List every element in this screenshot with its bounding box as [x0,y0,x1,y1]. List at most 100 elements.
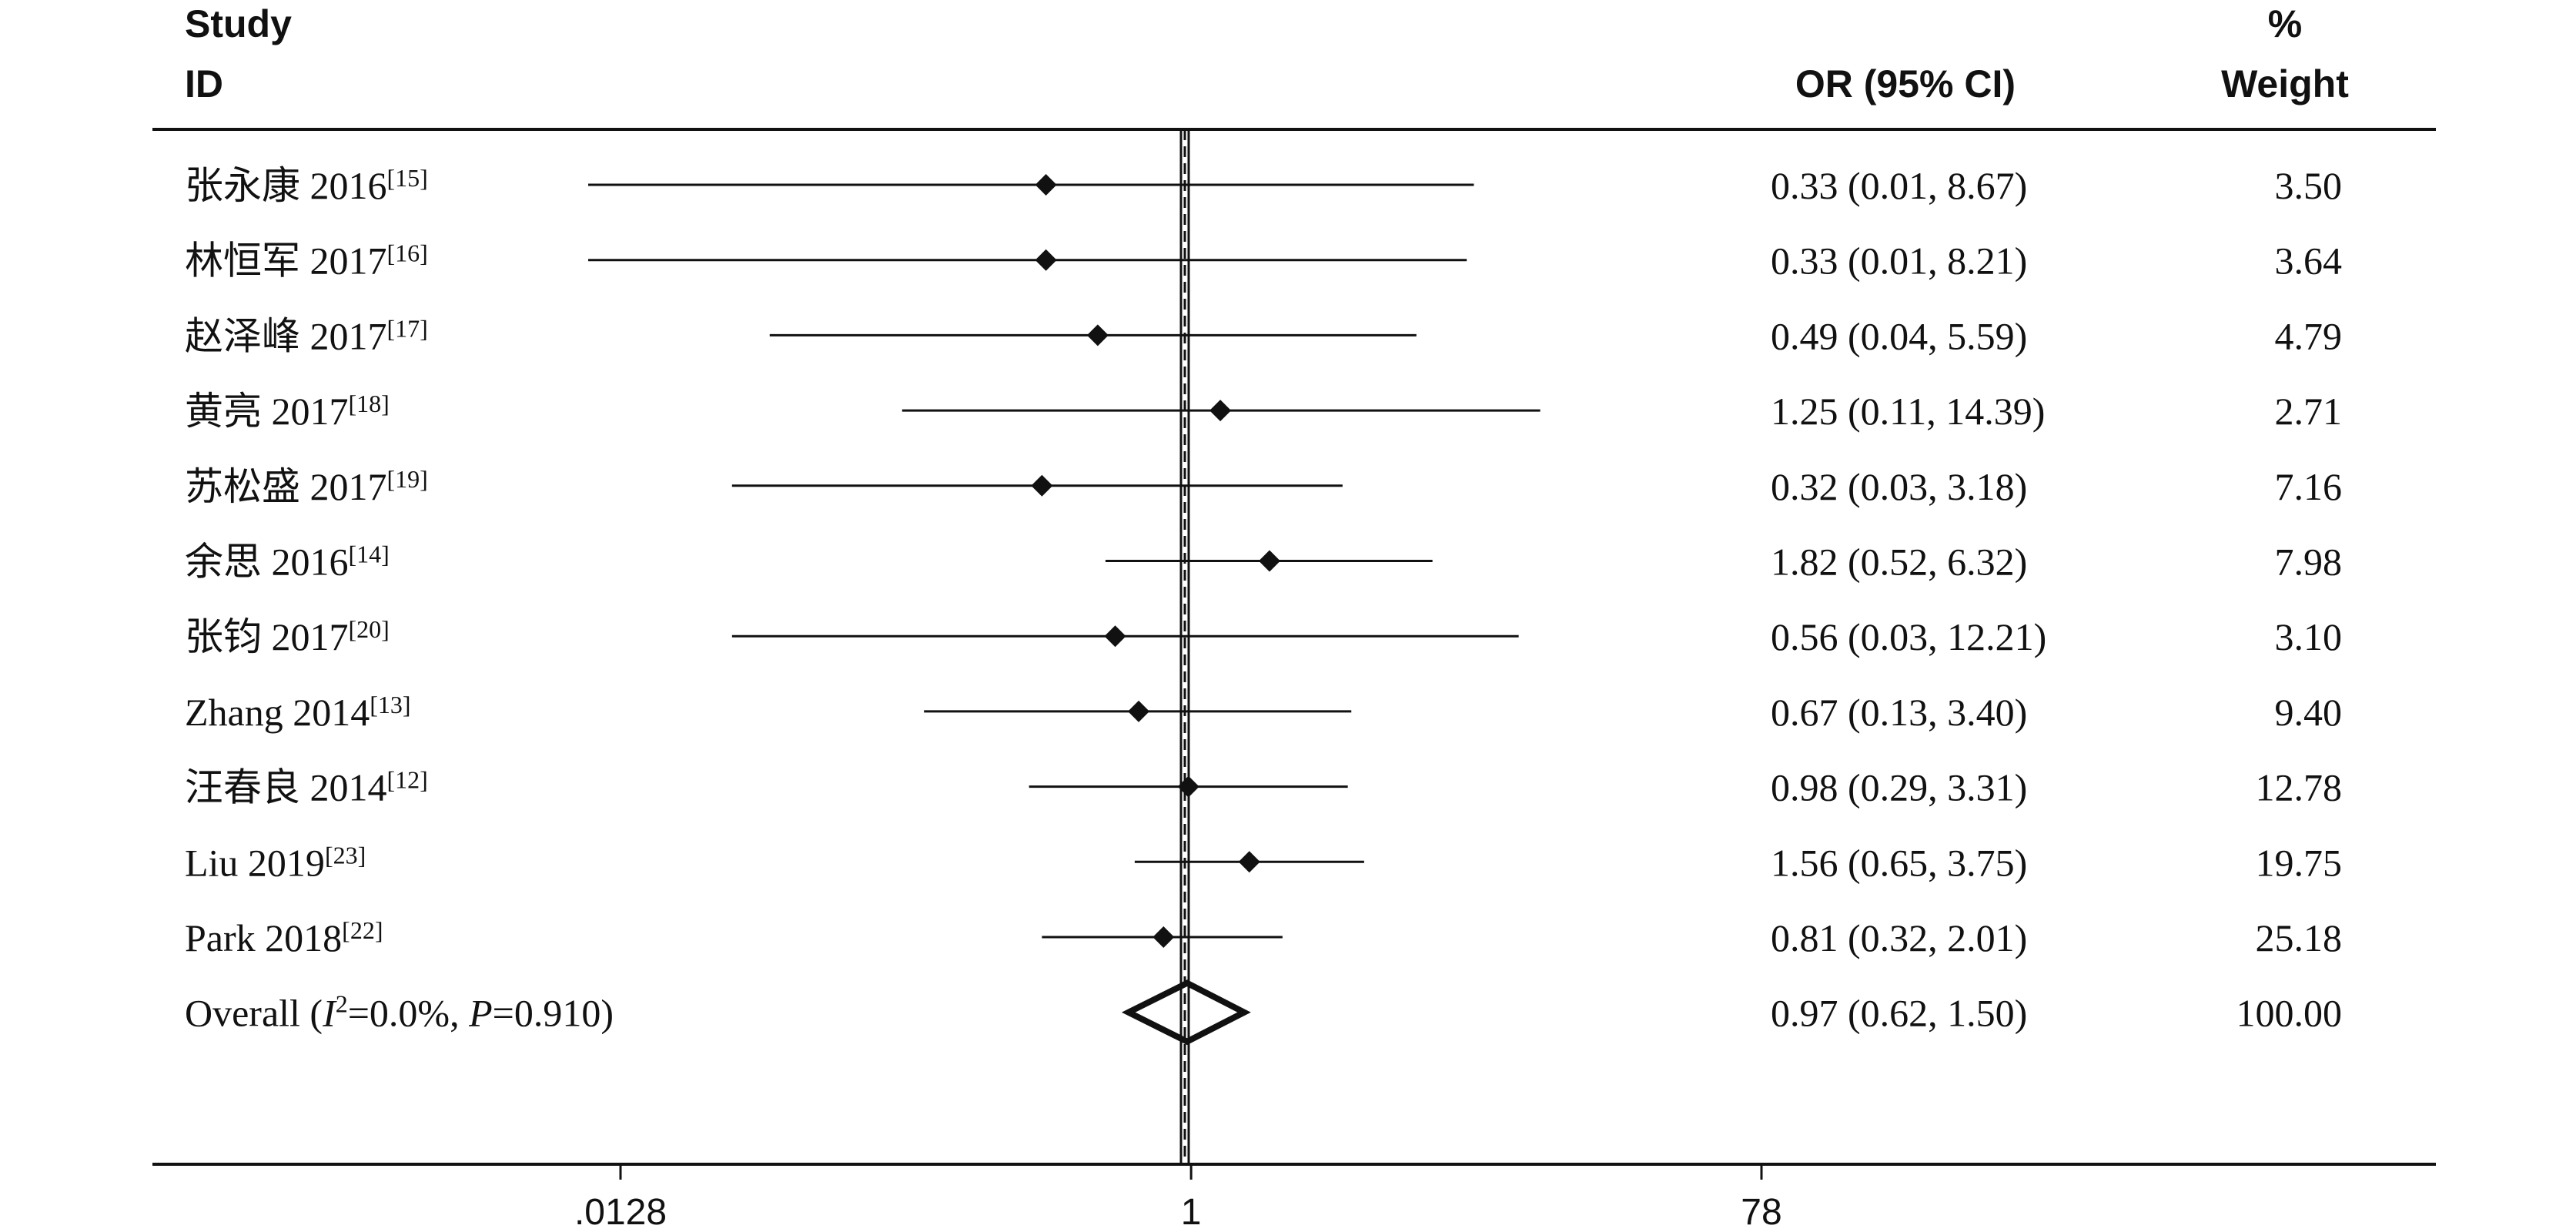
study-ref: [20] [349,615,390,643]
study-label: 张永康 2016[15] [185,164,428,207]
study-row: Park 2018[22] 0.81 (0.32, 2.01) 25.18 [185,916,2342,959]
study-ref: [23] [325,841,366,869]
study-point [1258,550,1280,572]
study-or-ci: 0.33 (0.01, 8.21) [1771,239,2027,283]
header: Study ID OR (95% CI) % Weight [185,2,2349,105]
overall-label-part: =0.910) [493,992,614,1035]
study-name: 张钧 2017 [185,615,349,658]
header-percent: % [2268,2,2302,45]
study-row: 张钧 2017[20] 0.56 (0.03, 12.21) 3.10 [185,615,2342,658]
study-name: 余思 2016 [185,541,349,584]
study-or-ci: 0.98 (0.29, 3.31) [1771,766,2027,809]
overall-label: Overall (I2=0.0%, P=0.910) [185,990,614,1035]
study-weight: 12.78 [2256,766,2343,809]
study-point [1153,926,1175,948]
study-or-ci: 0.67 (0.13, 3.40) [1771,691,2027,734]
study-or-ci: 0.33 (0.01, 8.67) [1771,164,2027,207]
overall-label-part: =0.0%, [348,992,469,1035]
study-or-ci: 1.82 (0.52, 6.32) [1771,541,2027,584]
study-or-ci: 0.32 (0.03, 3.18) [1771,465,2027,508]
study-point [1035,249,1057,271]
study-or-ci: 0.56 (0.03, 12.21) [1771,615,2046,658]
study-weight: 4.79 [2275,314,2343,357]
study-row: 苏松盛 2017[19] 0.32 (0.03, 3.18) 7.16 [185,465,2342,508]
study-weight: 7.98 [2275,541,2343,584]
study-row: 林恒军 2017[16] 0.33 (0.01, 8.21) 3.64 [185,239,2342,283]
overall-label-part: 2 [336,990,348,1018]
x-tick-label: .0128 [574,1192,667,1232]
study-point [1238,851,1260,873]
study-name: 赵泽峰 2017 [185,314,387,357]
study-row: 余思 2016[14] 1.82 (0.52, 6.32) 7.98 [185,541,2342,584]
study-row: 黄亮 2017[18] 1.25 (0.11, 14.39) 2.71 [185,390,2342,433]
study-row: 张永康 2016[15] 0.33 (0.01, 8.67) 3.50 [185,164,2342,207]
study-label: 汪春良 2014[12] [185,766,428,809]
study-name: Park 2018 [185,916,342,959]
overall-label-part: P [468,992,493,1035]
study-point [1031,474,1053,497]
study-weight: 3.10 [2275,615,2343,658]
overall-label-part: I [322,992,337,1035]
study-weight: 7.16 [2275,465,2343,508]
x-tick-label: 1 [1181,1192,1202,1232]
header-study: Study [185,2,292,45]
study-label: Park 2018[22] [185,916,383,959]
study-point [1209,400,1232,422]
header-or: OR (95% CI) [1795,62,2016,105]
study-or-ci: 0.49 (0.04, 5.59) [1771,314,2027,357]
study-weight: 19.75 [2256,841,2343,884]
study-label: 黄亮 2017[18] [185,390,390,433]
study-weight: 25.18 [2256,916,2343,959]
study-label: 张钧 2017[20] [185,615,390,658]
overall-weight: 100.00 [2236,992,2343,1035]
study-label: 赵泽峰 2017[17] [185,314,428,357]
study-ref: [13] [370,691,410,718]
study-weight: 3.64 [2275,239,2343,283]
study-ref: [19] [387,465,428,493]
study-rows: 张永康 2016[15] 0.33 (0.01, 8.67) 3.50 林恒军 201… [185,164,2342,959]
study-name: 黄亮 2017 [185,390,349,433]
study-label: Zhang 2014[13] [185,691,411,734]
study-weight: 9.40 [2275,691,2343,734]
study-label: Liu 2019[23] [185,841,366,884]
study-point [1086,324,1109,346]
study-label: 林恒军 2017[16] [185,239,428,283]
study-point [1035,174,1057,196]
overall-diamond [1121,979,1251,1046]
study-name: Zhang 2014 [185,691,370,734]
study-or-ci: 0.81 (0.32, 2.01) [1771,916,2027,959]
study-ref: [14] [349,541,390,568]
study-label: 余思 2016[14] [185,541,390,584]
study-ref: [18] [349,390,390,417]
overall-row: Overall (I2=0.0%, P=0.910) 0.97 (0.62, 1.… [185,979,2343,1046]
study-ref: [16] [387,239,428,267]
study-or-ci: 1.25 (0.11, 14.39) [1771,390,2045,433]
study-row: Liu 2019[23] 1.56 (0.65, 3.75) 19.75 [185,841,2342,884]
x-tick-label: 78 [1741,1192,1781,1232]
study-or-ci: 1.56 (0.65, 3.75) [1771,841,2027,884]
study-weight: 2.71 [2275,390,2343,433]
study-row: 赵泽峰 2017[17] 0.49 (0.04, 5.59) 4.79 [185,314,2342,357]
study-point [1128,700,1150,722]
overall-or-ci: 0.97 (0.62, 1.50) [1771,992,2027,1035]
study-ref: [17] [387,314,428,342]
study-name: 汪春良 2014 [185,766,387,809]
study-ref: [15] [387,164,428,192]
study-name: 张永康 2016 [185,164,387,207]
study-row: Zhang 2014[13] 0.67 (0.13, 3.40) 9.40 [185,691,2342,734]
study-name: 苏松盛 2017 [185,465,387,508]
study-label: 苏松盛 2017[19] [185,465,428,508]
study-point [1104,625,1126,648]
study-name: Liu 2019 [185,841,325,884]
study-ref: [12] [387,766,428,794]
study-row: 汪春良 2014[12] 0.98 (0.29, 3.31) 12.78 [185,766,2342,809]
study-ref: [22] [342,916,383,944]
study-point [1177,775,1199,798]
header-id: ID [185,62,223,105]
overall-label-part: Overall ( [185,992,323,1035]
header-weight: Weight [2221,62,2349,105]
x-axis-ticks: .0128 1 78 [574,1164,1782,1232]
study-name: 林恒军 2017 [185,239,387,283]
study-weight: 3.50 [2275,164,2343,207]
